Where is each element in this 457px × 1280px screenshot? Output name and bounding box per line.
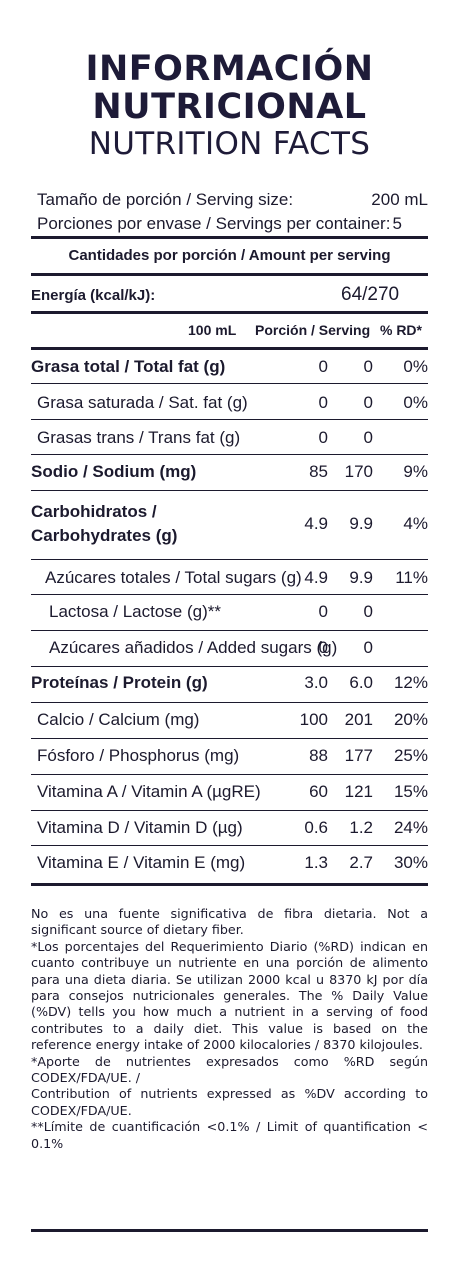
servings-per-container-label: Porciones por envase / Servings per cont… — [37, 214, 391, 233]
nutrient-label: Grasa total / Total fat (g) — [31, 357, 226, 376]
nutrient-value-rd: 30% — [393, 853, 428, 872]
nutrient-label: Grasa saturada / Sat. fat (g) — [37, 393, 248, 412]
nutrient-label: Azúcares totales / Total sugars (g) — [45, 568, 302, 587]
nutrient-value-serving: 0 — [363, 638, 373, 657]
serving-size-value: 200 mL — [371, 190, 428, 209]
nutrient-value-serving: 170 — [344, 462, 373, 481]
energy-value: 64/270 — [341, 284, 400, 305]
nutrient-value-100ml: 0 — [318, 428, 328, 447]
nutrient-value-100ml: 3.0 — [304, 673, 328, 692]
nutrient-value-serving: 0 — [363, 428, 373, 447]
nutrient-value-serving: 0 — [363, 357, 373, 376]
nutrient-value-serving: 2.7 — [349, 853, 373, 872]
column-header-rd: % RD* — [379, 322, 422, 338]
divider — [31, 383, 428, 384]
footnote: *Los porcentajes del Requerimiento Diari… — [31, 938, 428, 1053]
divider — [31, 738, 428, 739]
nutrient-value-serving: 9.9 — [349, 514, 373, 533]
footnote: **Límite de cuantificación <0.1% / Limit… — [31, 1119, 428, 1151]
nutrient-value-100ml: 0 — [318, 357, 328, 376]
divider — [31, 630, 428, 631]
divider — [31, 559, 428, 560]
nutrient-value-serving: 121 — [344, 782, 373, 801]
divider — [31, 702, 428, 703]
nutrient-label-line2: Carbohydrates (g) — [31, 526, 178, 545]
nutrient-label: Fósforo / Phosphorus (mg) — [37, 746, 240, 765]
divider — [31, 273, 428, 276]
nutrient-value-100ml: 0 — [318, 393, 328, 412]
nutrient-label: Sodio / Sodium (mg) — [31, 462, 197, 481]
divider — [31, 845, 428, 846]
footnote: No es una fuente significativa de fibra … — [31, 906, 428, 938]
nutrient-label: Lactosa / Lactose (g)** — [49, 602, 221, 621]
divider — [31, 810, 428, 811]
column-header-100ml: 100 mL — [188, 322, 237, 338]
energy-label: Energía (kcal/kJ): — [31, 287, 156, 304]
serving-size-label: Tamaño de porción / Serving size: — [37, 190, 294, 209]
divider — [31, 311, 428, 314]
title-spanish-line1: INFORMACIÓN — [85, 49, 374, 89]
divider — [31, 490, 428, 491]
nutrient-label: Carbohidratos / — [31, 502, 157, 521]
energy-row: Energía (kcal/kJ): 64/270 — [31, 284, 428, 305]
title-spanish-line2: NUTRICIONAL — [92, 87, 367, 127]
nutrient-value-100ml: 88 — [309, 746, 328, 765]
serving-size-row: Tamaño de porción / Serving size: 200 mL — [37, 189, 428, 211]
amount-per-serving-header: Cantidades por porción / Amount per serv… — [68, 247, 391, 264]
nutrient-value-serving: 9.9 — [349, 568, 373, 587]
nutrient-value-100ml: 0 — [318, 602, 328, 621]
nutrient-value-rd: 11% — [395, 568, 428, 587]
nutrient-value-100ml: 1.3 — [304, 853, 328, 872]
footnotes: No es una fuente significativa de fibra … — [31, 906, 428, 1152]
column-header-serving: Porción / Serving — [255, 322, 371, 338]
divider — [31, 347, 428, 350]
nutrient-value-rd: 0% — [403, 357, 428, 376]
bottom-rule — [31, 1229, 428, 1232]
nutrient-value-serving: 6.0 — [349, 673, 373, 692]
nutrient-value-rd: 24% — [393, 818, 428, 837]
footnote: Contribution of nutrients expressed as %… — [31, 1086, 428, 1118]
servings-per-container-value: 5 — [392, 214, 402, 233]
nutrient-value-rd: 9% — [403, 462, 428, 481]
nutrient-value-rd: 4% — [403, 514, 428, 533]
nutrient-label: Calcio / Calcium (mg) — [37, 710, 200, 729]
nutrient-value-100ml: 0 — [318, 638, 328, 657]
nutrient-value-serving: 201 — [344, 710, 373, 729]
title-english: NUTRITION FACTS — [88, 126, 371, 162]
nutrient-label: Azúcares añadidos / Added sugars (g) — [49, 638, 338, 657]
nutrient-value-100ml: 85 — [309, 462, 328, 481]
nutrient-value-serving: 0 — [363, 602, 373, 621]
nutrient-label: Vitamina E / Vitamin E (mg) — [37, 853, 246, 872]
divider — [31, 594, 428, 595]
nutrient-value-100ml: 4.9 — [304, 568, 328, 587]
nutrient-value-rd: 12% — [393, 673, 428, 692]
nutrient-value-serving: 0 — [363, 393, 373, 412]
servings-per-container-row: Porciones por envase / Servings per cont… — [37, 213, 428, 235]
nutrient-value-100ml: 0.6 — [304, 818, 328, 837]
nutrient-value-100ml: 4.9 — [304, 514, 328, 533]
footnote: *Aporte de nutrientes expresados como %R… — [31, 1053, 428, 1086]
nutrient-label: Vitamina D / Vitamin D (µg) — [37, 818, 243, 837]
nutrient-label: Grasas trans / Trans fat (g) — [37, 428, 241, 447]
divider — [31, 883, 428, 886]
divider — [31, 774, 428, 775]
nutrient-label: Vitamina A / Vitamin A (µgRE) — [37, 782, 261, 801]
nutrient-value-rd: 25% — [393, 746, 428, 765]
divider — [31, 666, 428, 667]
nutrient-value-serving: 177 — [344, 746, 373, 765]
nutrient-value-serving: 1.2 — [349, 818, 373, 837]
nutrient-value-rd: 15% — [393, 782, 428, 801]
nutrient-value-rd: 0% — [403, 393, 428, 412]
nutrient-label: Proteínas / Protein (g) — [31, 673, 208, 692]
divider — [31, 419, 428, 420]
nutrient-value-rd: 20% — [393, 710, 428, 729]
divider — [31, 454, 428, 455]
nutrient-value-100ml: 100 — [299, 710, 328, 729]
divider — [31, 236, 428, 239]
nutrient-value-100ml: 60 — [309, 782, 328, 801]
